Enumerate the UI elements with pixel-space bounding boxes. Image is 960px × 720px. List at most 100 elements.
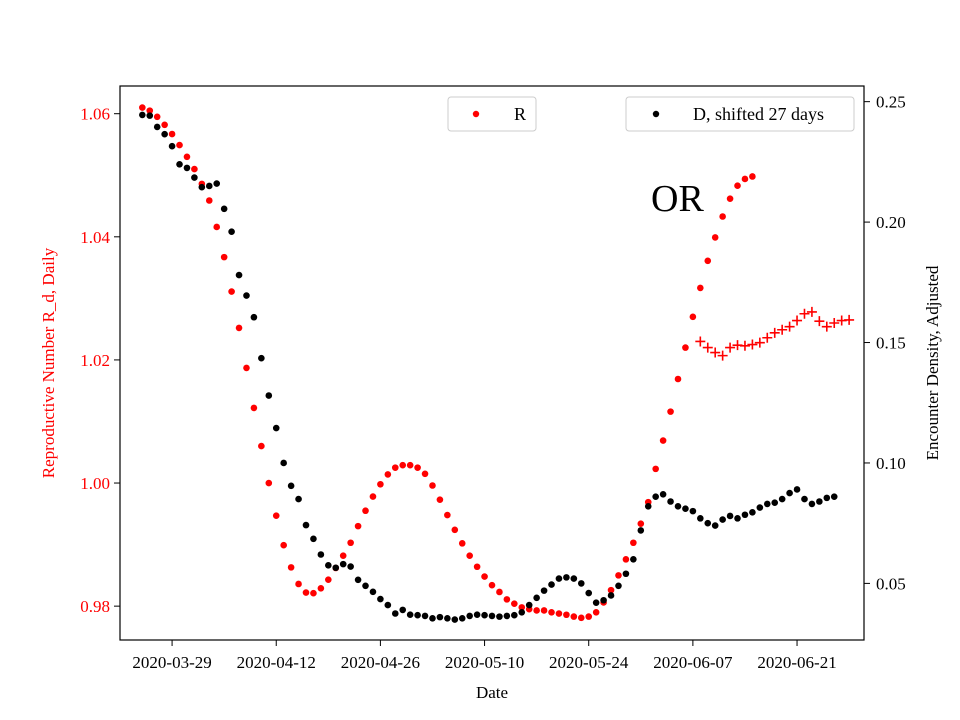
d-point	[674, 503, 682, 510]
r-point	[473, 563, 481, 571]
d-point	[161, 130, 168, 138]
r-point	[421, 470, 429, 478]
d-point	[436, 613, 444, 621]
d-point	[808, 500, 816, 508]
r-point	[362, 507, 369, 515]
r-point	[570, 613, 578, 620]
r-point	[674, 375, 682, 383]
d-point	[622, 570, 630, 578]
d-point	[414, 611, 421, 619]
legend-r-label: R	[514, 104, 526, 124]
d-point	[704, 519, 712, 527]
r-point	[577, 614, 585, 622]
r-point	[139, 104, 146, 111]
d-point	[146, 112, 154, 119]
r-plus-point	[814, 316, 825, 327]
y-left-tick-label: 1.00	[80, 474, 110, 493]
d-point	[771, 499, 779, 507]
r-plus-point	[695, 336, 706, 347]
d-point	[540, 587, 548, 594]
r-point	[652, 465, 659, 473]
d-point	[406, 611, 414, 619]
d-point	[749, 509, 756, 516]
d-point	[577, 580, 585, 587]
r-point	[302, 589, 310, 596]
r-plus-point	[739, 340, 750, 351]
d-point	[600, 596, 607, 604]
d-point	[667, 498, 674, 505]
r-plus-point	[784, 321, 795, 332]
r-point	[377, 480, 384, 488]
d-point	[830, 493, 838, 500]
legend-d: D, shifted 27 days	[625, 96, 855, 132]
legend-r-box	[447, 96, 537, 132]
x-tick-label: 2020-06-07	[653, 653, 733, 672]
r-point	[161, 121, 168, 129]
r-point	[235, 324, 243, 332]
d-point	[711, 522, 719, 529]
r-point	[339, 552, 347, 559]
d-point	[280, 459, 287, 467]
r-point	[749, 173, 756, 180]
r-point	[310, 589, 317, 597]
legend-d-box	[625, 96, 855, 132]
d-point	[555, 575, 563, 582]
y-left-tick-label: 1.06	[80, 105, 110, 124]
r-point	[697, 284, 704, 292]
y-left-axis-label: Reproductive Number R_d, Daily	[39, 247, 58, 478]
d-point	[682, 505, 689, 513]
annotation-or: OR	[651, 178, 704, 220]
r-point	[287, 564, 295, 571]
r-point	[168, 130, 176, 138]
r-point	[496, 588, 503, 596]
d-point	[347, 563, 354, 570]
d-point	[801, 495, 808, 503]
r-plus-point	[754, 337, 765, 348]
d-point	[250, 313, 258, 321]
d-point	[778, 495, 786, 503]
r-point	[391, 464, 399, 471]
r-point	[280, 541, 287, 549]
y-left-tick-label: 1.04	[80, 228, 110, 247]
d-point	[235, 271, 243, 279]
d-point	[458, 615, 466, 622]
d-point	[317, 551, 325, 558]
r-point	[444, 511, 451, 519]
r-point	[406, 461, 414, 469]
d-point	[287, 482, 295, 490]
y-right-tick-label: 0.05	[876, 574, 906, 593]
r-point	[511, 600, 518, 607]
d-point	[369, 588, 377, 596]
r-point	[220, 253, 228, 261]
r-point	[384, 471, 392, 478]
r-plus-point	[829, 317, 840, 328]
d-point	[734, 515, 741, 522]
d-point	[310, 535, 317, 543]
plot-frame	[119, 85, 865, 641]
legend-r-marker	[472, 110, 480, 118]
r-point	[205, 197, 213, 204]
d-point	[719, 516, 726, 523]
d-point	[377, 595, 384, 603]
d-point	[205, 182, 213, 190]
d-point	[741, 511, 749, 519]
r-plus-point	[762, 332, 773, 343]
d-point	[793, 486, 801, 493]
d-point	[763, 500, 771, 508]
r-plus-point	[702, 342, 713, 353]
d-point	[384, 601, 392, 609]
r-plus-point	[799, 308, 810, 319]
r-point	[399, 461, 407, 469]
r-point	[458, 540, 466, 547]
d-point	[659, 490, 667, 498]
r-point	[243, 364, 250, 372]
d-point	[168, 142, 176, 150]
r-point	[585, 613, 593, 620]
r-plus-point	[725, 342, 736, 353]
d-point	[213, 180, 221, 187]
d-point	[399, 606, 407, 614]
d-point	[176, 160, 183, 168]
y-left-tick-label: 1.02	[80, 351, 110, 370]
r-point	[414, 464, 421, 471]
r-point	[622, 556, 630, 563]
